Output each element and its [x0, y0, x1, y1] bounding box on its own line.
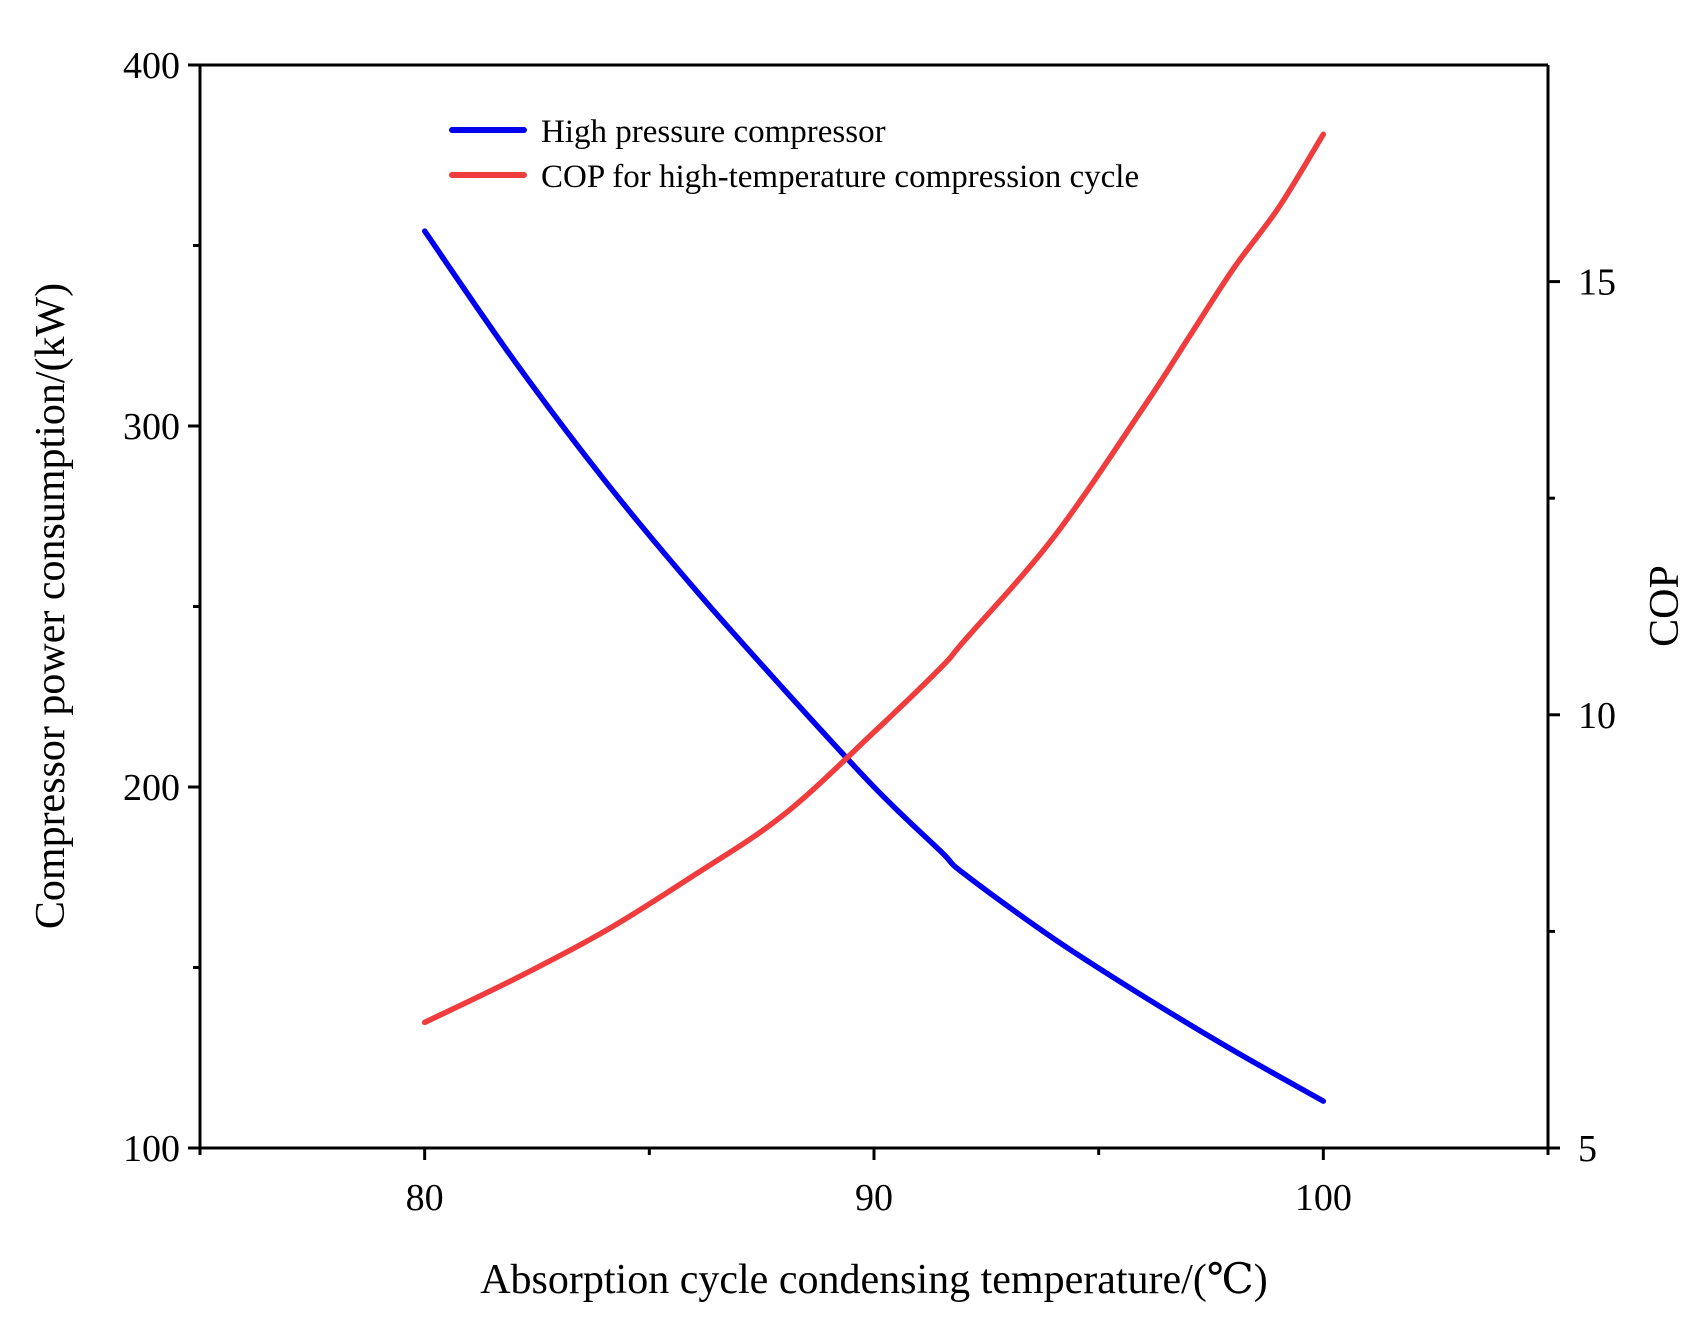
axes [198, 63, 1550, 1150]
y2-tick-label: 5 [1578, 1128, 1597, 1170]
legend-label-high-pressure-compressor: High pressure compressor [541, 114, 886, 150]
y-tick-label: 300 [123, 406, 180, 448]
series-line-cop [421, 131, 1327, 1026]
ticks: 80 90 100 100 200 300 400 5 10 15 [123, 45, 1616, 1219]
series [421, 131, 1327, 1104]
legend-label-cop: COP for high-temperature compression cyc… [541, 159, 1139, 195]
y2-tick-label: 10 [1578, 695, 1616, 737]
legend: High pressure compressor COP for high-te… [449, 114, 1139, 195]
x-tick-label: 100 [1295, 1177, 1352, 1219]
y-axis-title: Compressor power consumption/(kW) [28, 283, 74, 929]
x-tick-label: 90 [855, 1177, 893, 1219]
series-line-high-pressure-compressor [421, 228, 1327, 1104]
x-axis-title: Absorption cycle condensing temperature/… [480, 1257, 1268, 1303]
y-tick-label: 400 [123, 45, 180, 87]
y2-tick-label: 15 [1578, 262, 1616, 304]
y2-axis-title: COP [1642, 565, 1688, 647]
x-tick-label: 80 [406, 1177, 444, 1219]
y-tick-label: 100 [123, 1128, 180, 1170]
y-tick-label: 200 [123, 767, 180, 809]
